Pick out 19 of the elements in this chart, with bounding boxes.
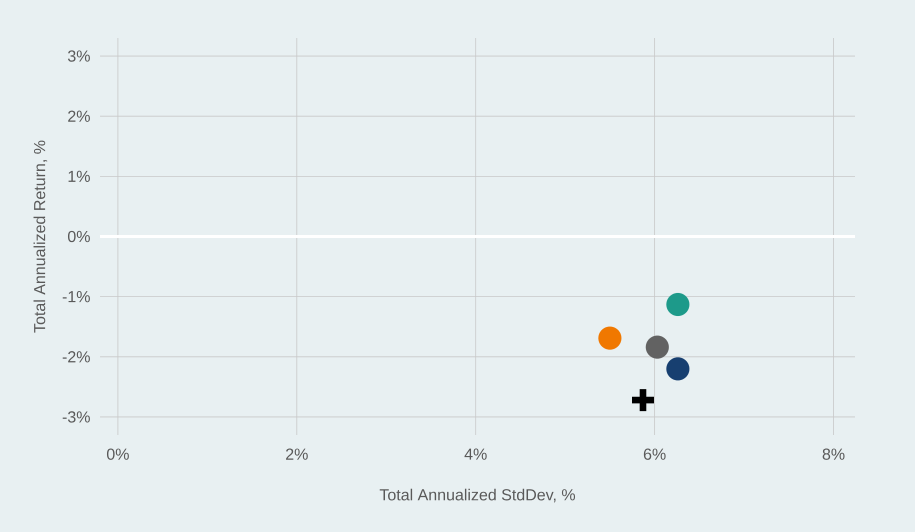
- y-tick-label: 0%: [68, 230, 90, 242]
- x-tick-label: 6%: [644, 448, 666, 460]
- y-tick-label: -1%: [62, 291, 90, 302]
- y-tick-label: -3%: [62, 411, 90, 423]
- point: [598, 326, 622, 350]
- point: [666, 292, 690, 316]
- point: [646, 336, 669, 359]
- y-tick-label: 3%: [68, 50, 90, 62]
- x-tick-label: 4%: [464, 448, 487, 460]
- point: [632, 389, 654, 412]
- point: [666, 357, 690, 380]
- x-tick-label: 0%: [106, 448, 129, 460]
- y-tick-label: -2%: [62, 351, 90, 362]
- x-tick-label: 2%: [286, 448, 308, 460]
- x-tick-label: 8%: [822, 448, 845, 460]
- y-tick-label: 1%: [68, 170, 90, 182]
- y-tick-label: 2%: [68, 110, 90, 122]
- x-axis-title: Total Annualized StdDev, %: [380, 488, 576, 502]
- y-axis-title: Total Annualized Return, %: [34, 140, 48, 333]
